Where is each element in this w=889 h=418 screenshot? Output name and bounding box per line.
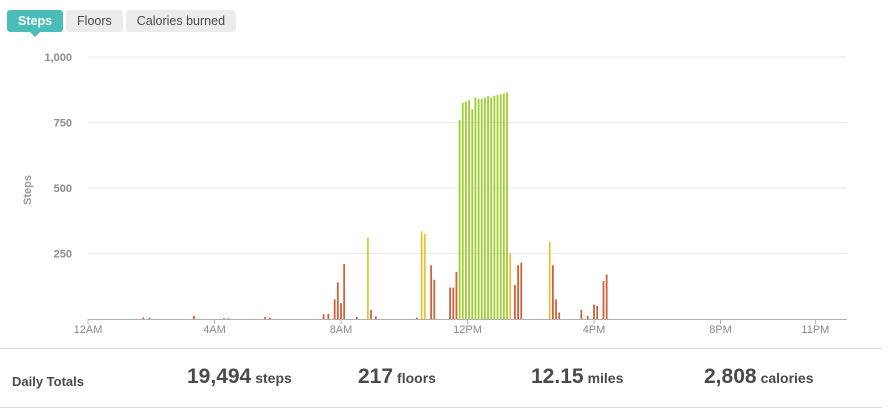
total-calories-value: 2,808	[704, 365, 757, 388]
bar-6	[268, 317, 271, 319]
bar-35	[490, 97, 493, 319]
bar-54	[605, 274, 608, 319]
bar-40	[506, 92, 508, 319]
tab-calories-burned[interactable]: Calories burned	[125, 10, 237, 32]
bar-46	[551, 265, 554, 319]
x-tick-label-12am: 12AM	[74, 324, 103, 336]
bar-19	[423, 233, 426, 319]
bars	[142, 92, 608, 320]
bar-0	[142, 317, 145, 319]
x-tick-label-4pm: 4PM	[583, 324, 606, 336]
bar-26	[461, 102, 464, 319]
total-steps-value: 19,494	[187, 365, 252, 388]
bar-22	[449, 287, 452, 319]
bar-48	[558, 312, 561, 319]
y-axis-label: Steps	[22, 175, 34, 205]
total-floors-unit: floors	[397, 370, 436, 386]
y-tick-label-750: 750	[54, 118, 72, 130]
axes: 250 500 750 1,000 12AM 4AM 8AM 12PM 4PM 8PM 11PM	[44, 52, 847, 336]
y-tick-label-500: 500	[54, 183, 72, 195]
bar-28	[468, 100, 470, 319]
bar-34	[487, 96, 489, 319]
bar-1	[148, 317, 151, 319]
bar-37	[496, 94, 499, 319]
grid-lines	[88, 56, 847, 254]
daily-totals-label: Daily Totals	[12, 374, 85, 389]
x-tick-label-11pm: 11PM	[801, 324, 829, 336]
chart-tabs: Steps Floors Calories burned	[7, 10, 237, 37]
bar-44	[520, 262, 523, 319]
bar-12	[343, 263, 346, 319]
y-tick-label-1000: 1,000	[44, 52, 72, 64]
total-miles-unit: miles	[587, 370, 624, 386]
bar-43	[517, 265, 519, 319]
bar-8	[327, 313, 330, 319]
total-calories-unit: calories	[760, 370, 814, 386]
tab-floors[interactable]: Floors	[66, 10, 123, 32]
bar-30	[474, 97, 477, 319]
bar-27	[465, 101, 467, 319]
daily-totals: Daily Totals 19,494 steps 217 floors 12.15…	[0, 348, 882, 408]
bar-23	[452, 287, 455, 319]
bar-39	[502, 93, 505, 320]
bar-4	[227, 318, 230, 319]
bar-33	[483, 97, 486, 319]
bar-15	[370, 309, 372, 319]
bar-45	[548, 241, 551, 319]
bar-14	[366, 237, 369, 319]
total-steps-unit: steps	[255, 370, 292, 386]
bar-18	[420, 231, 423, 319]
bar-32	[480, 98, 483, 319]
x-tick-label-8pm: 8PM	[709, 324, 732, 336]
bar-42	[514, 284, 516, 319]
bar-20	[430, 265, 433, 319]
total-miles: 12.15 miles	[531, 365, 623, 389]
steps-chart: 250 500 750 1,000 12AM 4AM 8AM 12PM 4PM 8PM 11PM S…	[22, 52, 847, 336]
bar-10	[336, 282, 339, 319]
bar-38	[499, 94, 502, 319]
bar-50	[586, 315, 589, 319]
bar-25	[458, 119, 461, 319]
bar-9	[333, 299, 336, 319]
bar-31	[477, 98, 480, 319]
bar-36	[493, 95, 496, 319]
tab-steps[interactable]: Steps	[7, 10, 64, 37]
bar-17	[416, 317, 418, 319]
y-tick-label-250: 250	[54, 249, 72, 261]
bar-3	[223, 318, 225, 319]
bar-49	[580, 309, 583, 319]
x-tick-label-8am: 8AM	[330, 324, 353, 336]
bar-52	[596, 305, 599, 319]
bar-7	[322, 314, 325, 319]
bar-24	[455, 271, 458, 319]
bar-41	[509, 253, 512, 319]
total-miles-value: 12.15	[531, 365, 584, 388]
total-floors: 217 floors	[358, 365, 436, 389]
bar-11	[340, 303, 342, 319]
total-steps: 19,494 steps	[187, 365, 292, 389]
x-tick-label-12pm: 12PM	[453, 324, 482, 336]
bar-13	[355, 316, 358, 319]
total-floors-value: 217	[358, 365, 394, 388]
bar-5	[264, 316, 266, 319]
bar-51	[593, 304, 595, 319]
x-tick-label-4am: 4AM	[203, 324, 226, 336]
bar-53	[602, 281, 605, 319]
bar-47	[555, 299, 557, 319]
total-calories: 2,808 calories	[704, 365, 814, 389]
bar-2	[193, 315, 195, 319]
bar-16	[374, 316, 377, 319]
bar-21	[433, 279, 436, 319]
bar-29	[471, 109, 474, 320]
